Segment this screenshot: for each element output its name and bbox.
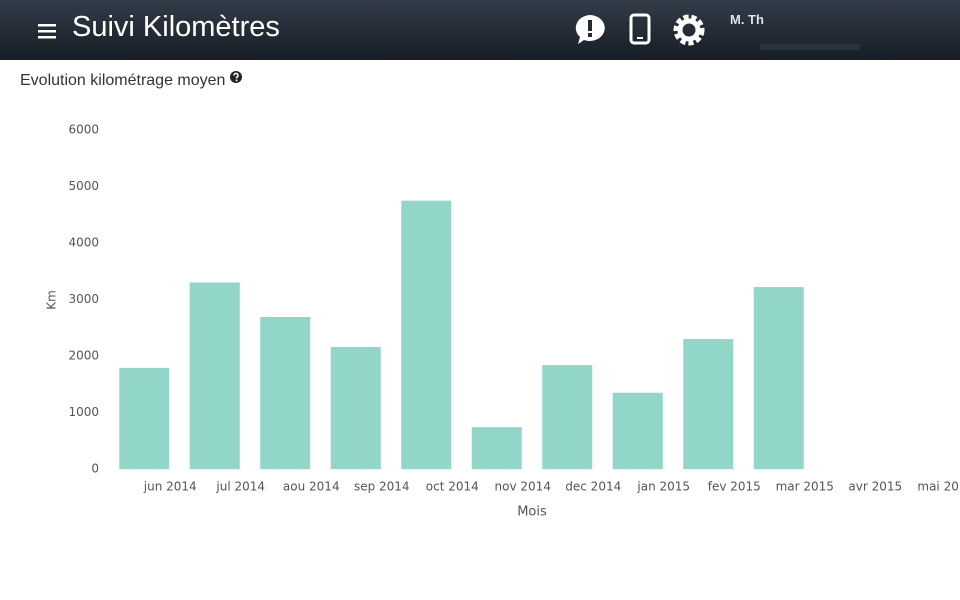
x-tick-label: oct 2014 bbox=[426, 480, 479, 494]
x-tick-label: nov 2014 bbox=[495, 480, 551, 494]
bar bbox=[683, 339, 734, 469]
x-tick-label: fev 2015 bbox=[708, 480, 761, 494]
x-tick-label: sep 2014 bbox=[354, 480, 410, 494]
bar bbox=[471, 427, 522, 469]
user-subtitle bbox=[760, 44, 860, 50]
bar bbox=[189, 282, 240, 469]
y-tick-label: 2000 bbox=[68, 349, 99, 363]
x-tick-label: jun 2014 bbox=[143, 480, 197, 494]
header-icons bbox=[38, 13, 860, 50]
y-tick-label: 0 bbox=[91, 462, 99, 476]
app-title: Suivi Kilomètres bbox=[72, 11, 280, 43]
x-tick-label: avr 2015 bbox=[848, 480, 902, 494]
top-bar: Suivi Kilomètres M. Th bbox=[0, 0, 960, 60]
y-axis-title: Km bbox=[45, 290, 59, 310]
bar bbox=[753, 287, 804, 469]
help-icon[interactable] bbox=[229, 71, 242, 83]
x-tick-label: mai 2015 bbox=[917, 480, 960, 494]
bar bbox=[119, 367, 170, 469]
bar bbox=[260, 317, 311, 469]
y-tick-label: 1000 bbox=[68, 405, 99, 419]
y-tick-label: 5000 bbox=[68, 179, 99, 193]
x-tick-label: jan 2015 bbox=[636, 480, 690, 494]
y-tick-label: 3000 bbox=[68, 292, 99, 306]
bar bbox=[612, 392, 663, 469]
bar bbox=[542, 365, 593, 469]
x-axis-title: Mois bbox=[517, 505, 547, 520]
chart-title-text: Evolution kilométrage moyen bbox=[20, 72, 226, 89]
bar bbox=[401, 200, 452, 469]
y-tick-label: 4000 bbox=[68, 236, 99, 250]
x-tick-label: mar 2015 bbox=[776, 480, 834, 494]
menu-icon[interactable] bbox=[38, 24, 56, 39]
chart-title: Evolution kilométrage moyen bbox=[20, 71, 242, 90]
x-tick-label: aou 2014 bbox=[283, 480, 340, 494]
settings-icon[interactable] bbox=[673, 14, 705, 46]
y-tick-label: 6000 bbox=[68, 123, 99, 137]
phone-icon[interactable] bbox=[629, 13, 651, 45]
x-tick-label: dec 2014 bbox=[565, 480, 621, 494]
bar bbox=[330, 346, 381, 469]
user-name[interactable]: M. Th bbox=[730, 12, 764, 27]
x-tick-label: jul 2014 bbox=[215, 480, 265, 494]
alert-icon[interactable] bbox=[575, 15, 605, 44]
